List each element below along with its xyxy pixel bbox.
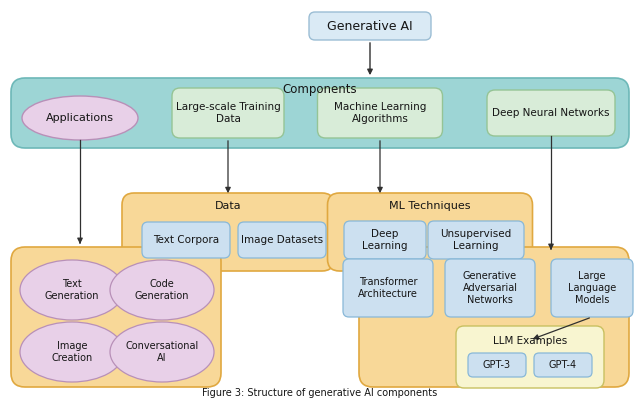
FancyBboxPatch shape (468, 353, 526, 377)
FancyBboxPatch shape (534, 353, 592, 377)
FancyBboxPatch shape (343, 259, 433, 317)
Text: Generative AI: Generative AI (327, 20, 413, 33)
FancyBboxPatch shape (172, 88, 284, 138)
FancyBboxPatch shape (328, 193, 532, 271)
Ellipse shape (20, 260, 124, 320)
Text: Unsupervised
Learning: Unsupervised Learning (440, 229, 511, 251)
Text: Image
Creation: Image Creation (51, 341, 93, 363)
FancyBboxPatch shape (487, 90, 615, 136)
FancyBboxPatch shape (142, 222, 230, 258)
Text: Text
Generation: Text Generation (45, 279, 99, 301)
FancyBboxPatch shape (456, 326, 604, 388)
FancyBboxPatch shape (238, 222, 326, 258)
Ellipse shape (22, 96, 138, 140)
Text: Applications: Applications (46, 113, 114, 123)
FancyBboxPatch shape (11, 78, 629, 148)
FancyBboxPatch shape (551, 259, 633, 317)
FancyBboxPatch shape (11, 247, 221, 387)
Text: GPT-4: GPT-4 (549, 360, 577, 370)
Text: Deep
Learning: Deep Learning (362, 229, 408, 251)
Text: Text Corpora: Text Corpora (153, 235, 219, 245)
Text: Generative
Adversarial
Networks: Generative Adversarial Networks (463, 271, 518, 304)
Text: Figure 3: Structure of generative AI components: Figure 3: Structure of generative AI com… (202, 388, 438, 398)
Text: Components: Components (283, 83, 357, 96)
Ellipse shape (110, 260, 214, 320)
Text: Conversational
AI: Conversational AI (125, 341, 198, 363)
Text: Large
Language
Models: Large Language Models (568, 271, 616, 304)
FancyBboxPatch shape (428, 221, 524, 259)
Ellipse shape (110, 322, 214, 382)
Text: Transformer
Architecture: Transformer Architecture (358, 277, 418, 299)
Text: Deep Neural Networks: Deep Neural Networks (492, 108, 610, 118)
FancyBboxPatch shape (344, 221, 426, 259)
Text: Machine Learning
Algorithms: Machine Learning Algorithms (334, 102, 426, 124)
Text: Image Datasets: Image Datasets (241, 235, 323, 245)
FancyBboxPatch shape (309, 12, 431, 40)
Text: Data: Data (214, 201, 241, 211)
FancyBboxPatch shape (359, 247, 629, 387)
Text: GPT-3: GPT-3 (483, 360, 511, 370)
FancyBboxPatch shape (445, 259, 535, 317)
FancyBboxPatch shape (317, 88, 442, 138)
Text: Code
Generation: Code Generation (135, 279, 189, 301)
Ellipse shape (20, 322, 124, 382)
Text: LLM Examples: LLM Examples (493, 336, 567, 346)
Text: Large-scale Training
Data: Large-scale Training Data (175, 102, 280, 124)
Text: ML Techniques: ML Techniques (389, 201, 471, 211)
FancyBboxPatch shape (122, 193, 334, 271)
